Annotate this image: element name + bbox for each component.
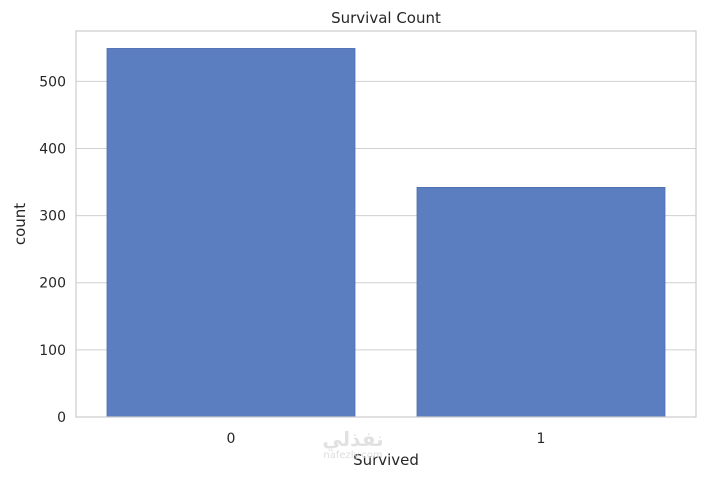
y-axis-label: count bbox=[11, 203, 29, 245]
x-tick-label: 0 bbox=[227, 431, 236, 447]
y-tick-label: 300 bbox=[39, 209, 66, 225]
bar-1 bbox=[416, 187, 666, 418]
bar-0 bbox=[106, 48, 356, 418]
y-tick-label: 400 bbox=[39, 141, 66, 157]
x-tick-label: 1 bbox=[537, 431, 546, 447]
y-tick-label: 200 bbox=[39, 276, 66, 292]
x-axis-label: Survived bbox=[353, 451, 419, 469]
plot-frame bbox=[75, 30, 697, 418]
chart-title: Survival Count bbox=[331, 9, 441, 27]
y-tick-label: 0 bbox=[57, 410, 66, 426]
y-tick-label: 500 bbox=[39, 74, 66, 90]
y-tick-label: 100 bbox=[39, 343, 66, 359]
y-tick-labels: 0 100 200 300 400 500 bbox=[39, 74, 66, 426]
bars bbox=[106, 48, 666, 418]
